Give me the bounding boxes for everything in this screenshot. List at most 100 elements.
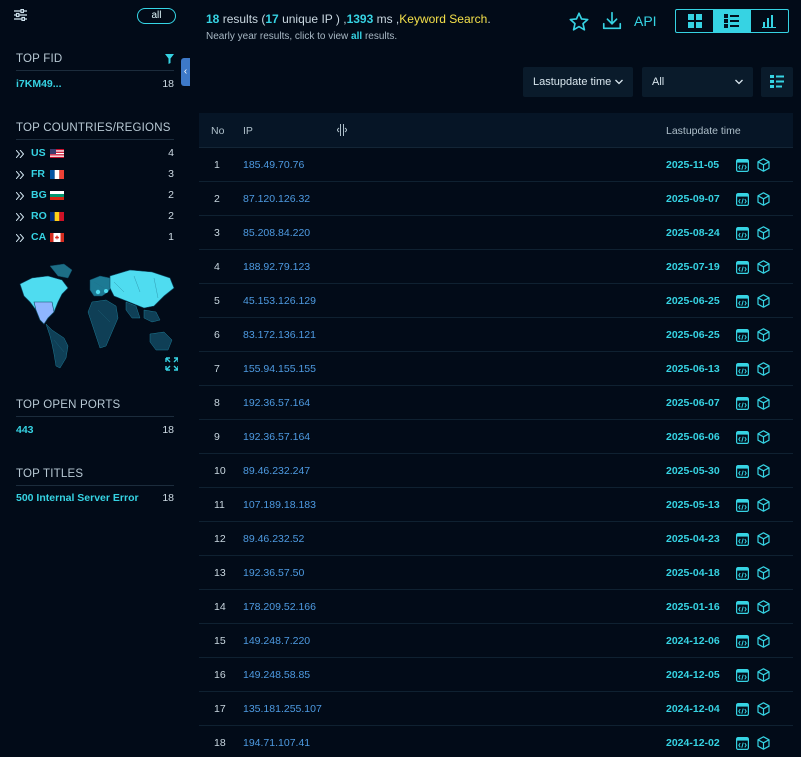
cube-icon[interactable] bbox=[757, 226, 770, 240]
all-filter-pill[interactable]: all bbox=[137, 8, 176, 24]
country-item-ca[interactable]: CA 1 bbox=[16, 231, 174, 245]
column-header-lastupdate[interactable]: Lastupdate time bbox=[666, 125, 741, 137]
table-row: 17 135.181.255.107 2024-12-04 bbox=[199, 692, 793, 726]
cube-icon[interactable] bbox=[757, 158, 770, 172]
cube-icon[interactable] bbox=[757, 294, 770, 308]
list-view-button[interactable] bbox=[713, 10, 751, 32]
ip-link[interactable]: 155.94.155.155 bbox=[243, 363, 316, 375]
download-icon[interactable] bbox=[601, 10, 623, 32]
code-view-icon[interactable] bbox=[736, 499, 749, 512]
view-all-link[interactable]: all bbox=[351, 31, 363, 42]
cube-icon[interactable] bbox=[757, 464, 770, 478]
world-map[interactable] bbox=[14, 262, 178, 372]
code-view-icon[interactable] bbox=[736, 431, 749, 444]
cube-icon[interactable] bbox=[757, 396, 770, 410]
cube-icon[interactable] bbox=[757, 328, 770, 342]
ip-link[interactable]: 192.36.57.164 bbox=[243, 397, 311, 409]
code-view-icon[interactable] bbox=[736, 295, 749, 308]
country-item-us[interactable]: US 4 bbox=[16, 147, 174, 161]
column-settings-button[interactable] bbox=[761, 67, 793, 97]
cube-icon[interactable] bbox=[757, 702, 770, 716]
code-view-icon[interactable] bbox=[736, 635, 749, 648]
code-view-icon[interactable] bbox=[736, 363, 749, 376]
ip-link[interactable]: 87.120.126.32 bbox=[243, 193, 311, 205]
lastupdate-date: 2025-05-13 bbox=[666, 499, 720, 511]
code-view-icon[interactable] bbox=[736, 261, 749, 274]
ip-link[interactable]: 192.36.57.164 bbox=[243, 431, 311, 443]
expand-chevron-icon[interactable] bbox=[16, 213, 24, 221]
table-row: 13 192.36.57.50 2025-04-18 bbox=[199, 556, 793, 590]
row-number: 3 bbox=[214, 227, 220, 239]
code-view-icon[interactable] bbox=[736, 397, 749, 410]
lastupdate-date: 2025-04-18 bbox=[666, 567, 720, 579]
sort-dropdown[interactable]: Lastupdate time bbox=[523, 67, 633, 97]
cube-icon[interactable] bbox=[757, 736, 770, 750]
chart-view-button[interactable] bbox=[751, 10, 788, 32]
ip-link[interactable]: 194.71.107.41 bbox=[243, 737, 311, 749]
ip-link[interactable]: 185.49.70.76 bbox=[243, 159, 305, 171]
ip-link[interactable]: 107.189.18.183 bbox=[243, 499, 316, 511]
lastupdate-date: 2025-01-16 bbox=[666, 601, 720, 613]
cube-icon[interactable] bbox=[757, 600, 770, 614]
ip-link[interactable]: 89.46.232.52 bbox=[243, 533, 305, 545]
expand-chevron-icon[interactable] bbox=[16, 150, 24, 158]
port-item[interactable]: 443 18 bbox=[16, 424, 174, 438]
chevron-left-icon: ‹ bbox=[183, 66, 188, 77]
title-item[interactable]: 500 Internal Server Error 18 bbox=[16, 492, 174, 506]
ip-link[interactable]: 149.248.7.220 bbox=[243, 635, 311, 647]
expand-map-icon[interactable] bbox=[165, 357, 178, 371]
cube-icon[interactable] bbox=[757, 192, 770, 206]
cube-icon[interactable] bbox=[757, 362, 770, 376]
ip-link[interactable]: 89.46.232.247 bbox=[243, 465, 311, 477]
cube-icon[interactable] bbox=[757, 430, 770, 444]
lastupdate-date: 2025-06-06 bbox=[666, 431, 720, 443]
filter-sliders-icon[interactable] bbox=[14, 9, 27, 21]
ip-link[interactable]: 85.208.84.220 bbox=[243, 227, 311, 239]
cube-icon[interactable] bbox=[757, 532, 770, 546]
code-view-icon[interactable] bbox=[736, 227, 749, 240]
api-button[interactable]: API bbox=[634, 13, 657, 29]
funnel-icon[interactable] bbox=[165, 54, 174, 64]
code-view-icon[interactable] bbox=[736, 567, 749, 580]
ip-link[interactable]: 178.209.52.166 bbox=[243, 601, 316, 613]
expand-chevron-icon[interactable] bbox=[16, 234, 24, 242]
cube-icon[interactable] bbox=[757, 260, 770, 274]
code-view-icon[interactable] bbox=[736, 465, 749, 478]
code-view-icon[interactable] bbox=[736, 329, 749, 342]
code-view-icon[interactable] bbox=[736, 703, 749, 716]
star-icon[interactable] bbox=[568, 11, 590, 33]
fid-item[interactable]: i7KM49... 18 bbox=[16, 78, 174, 92]
subsummary-text: Nearly year results, click to view bbox=[206, 31, 352, 42]
cube-icon[interactable] bbox=[757, 668, 770, 682]
ip-link[interactable]: 45.153.126.129 bbox=[243, 295, 316, 307]
cube-icon[interactable] bbox=[757, 566, 770, 580]
cube-icon[interactable] bbox=[757, 498, 770, 512]
ip-link[interactable]: 135.181.255.107 bbox=[243, 703, 322, 715]
table-row: 4 188.92.79.123 2025-07-19 bbox=[199, 250, 793, 284]
column-resize-icon[interactable] bbox=[337, 124, 347, 136]
grid-view-button[interactable] bbox=[676, 10, 713, 32]
code-view-icon[interactable] bbox=[736, 669, 749, 682]
code-view-icon[interactable] bbox=[736, 737, 749, 750]
ip-link[interactable]: 149.248.58.85 bbox=[243, 669, 311, 681]
ip-link[interactable]: 83.172.136.121 bbox=[243, 329, 316, 341]
expand-chevron-icon[interactable] bbox=[16, 171, 24, 179]
expand-chevron-icon[interactable] bbox=[16, 192, 24, 200]
country-item-ro[interactable]: RO 2 bbox=[16, 210, 174, 224]
row-number: 13 bbox=[214, 567, 226, 579]
country-count: 2 bbox=[168, 210, 174, 222]
top-fid-title: TOP FID bbox=[16, 53, 174, 71]
filter-dropdown[interactable]: All bbox=[642, 67, 753, 97]
cube-icon[interactable] bbox=[757, 634, 770, 648]
code-view-icon[interactable] bbox=[736, 193, 749, 206]
grid-icon bbox=[687, 14, 702, 28]
code-view-icon[interactable] bbox=[736, 601, 749, 614]
table-row: 11 107.189.18.183 2025-05-13 bbox=[199, 488, 793, 522]
ip-link[interactable]: 188.92.79.123 bbox=[243, 261, 311, 273]
code-view-icon[interactable] bbox=[736, 159, 749, 172]
ip-link[interactable]: 192.36.57.50 bbox=[243, 567, 305, 579]
code-view-icon[interactable] bbox=[736, 533, 749, 546]
collapse-sidebar-button[interactable]: ‹ bbox=[181, 58, 190, 86]
country-item-bg[interactable]: BG 2 bbox=[16, 189, 174, 203]
country-item-fr[interactable]: FR 3 bbox=[16, 168, 174, 182]
